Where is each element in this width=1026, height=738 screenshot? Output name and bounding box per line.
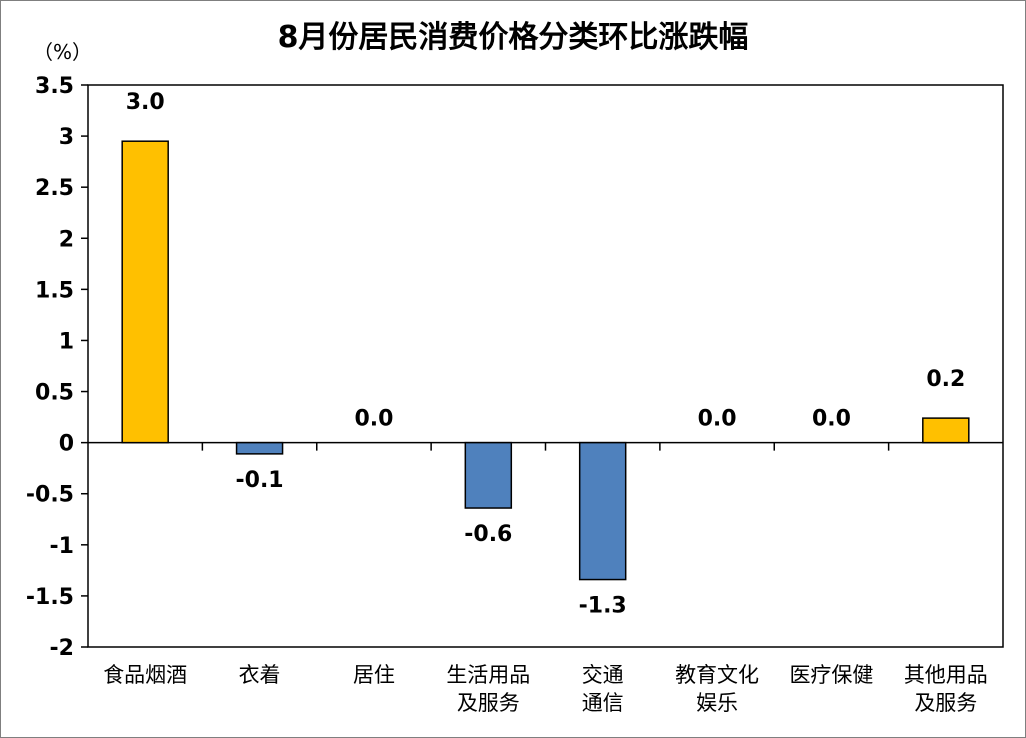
- data-label: 0.2: [926, 367, 965, 392]
- y-tick-label: 0.5: [35, 381, 74, 406]
- bar: [235, 441, 284, 455]
- bar: [464, 441, 513, 509]
- y-tick-label: -2: [50, 636, 74, 661]
- x-category-label: 衣着: [239, 663, 281, 687]
- x-category-label: 及服务: [457, 691, 520, 715]
- y-tick-label: 2: [59, 227, 74, 252]
- chart-title: 8月份居民消费价格分类环比涨跌幅: [278, 20, 749, 55]
- x-category-label: 居住: [353, 663, 395, 687]
- data-label: 0.0: [812, 407, 851, 432]
- y-tick-label: 2.5: [35, 176, 74, 201]
- plot-area: 3.5 3 2.5 2 1.5 1 0.5 0 -0.5 -1 -1.5 -2 3.0 食品烟酒 -0.1 衣…: [26, 74, 1004, 715]
- x-category-label: 教育文化: [675, 663, 759, 687]
- data-label: -0.1: [236, 468, 284, 493]
- y-tick-label: -1: [50, 534, 74, 559]
- data-label: 3.0: [126, 90, 165, 115]
- data-label: 0.0: [354, 407, 393, 432]
- y-tick-label: 1.5: [35, 278, 74, 303]
- y-tick-label: 3: [59, 125, 74, 150]
- x-category-label: 食品烟酒: [103, 663, 187, 687]
- plot-border: [87, 84, 1004, 648]
- x-category-label: 通信: [582, 691, 624, 715]
- y-tick-label: 0: [59, 432, 74, 457]
- data-label: -0.6: [464, 522, 512, 547]
- data-label: -1.3: [579, 594, 627, 619]
- x-category-label: 生活用品: [446, 663, 530, 687]
- bar: [922, 417, 970, 444]
- x-category-label: 交通: [582, 663, 624, 687]
- x-category-label: 娱乐: [696, 691, 738, 715]
- bar: [578, 441, 627, 581]
- data-label: 0.0: [698, 407, 737, 432]
- y-tick-label: 1: [59, 329, 74, 354]
- bar: [121, 140, 169, 444]
- y-tick-label: -0.5: [26, 483, 74, 508]
- x-category-label: 及服务: [914, 691, 977, 715]
- x-category-label: 其他用品: [904, 663, 988, 687]
- y-tick-label: -1.5: [26, 585, 74, 610]
- x-category-label: 医疗保健: [789, 663, 873, 687]
- y-tick-label: 3.5: [35, 74, 74, 99]
- y-axis-unit-label: （%）: [33, 40, 92, 64]
